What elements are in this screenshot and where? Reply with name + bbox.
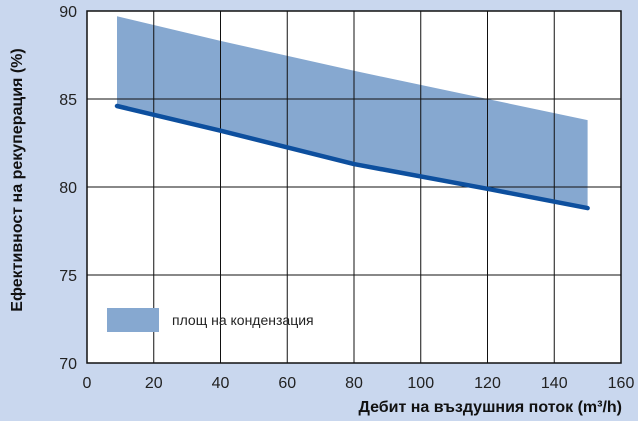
x-tick-label: 40	[212, 375, 230, 392]
x-tick-label: 100	[407, 375, 434, 392]
y-tick-labels: 70 75 80 85 90	[59, 4, 77, 373]
condensation-band-layer	[117, 16, 588, 209]
legend-label: площ на кондензация	[172, 312, 314, 328]
y-tick-label: 75	[59, 268, 77, 285]
y-tick-label: 80	[59, 180, 77, 197]
x-axis-title: Дебит на въздушния поток (m³/h)	[358, 399, 622, 416]
x-tick-label: 120	[474, 375, 501, 392]
efficiency-line	[114, 103, 590, 211]
x-tick-label: 80	[345, 375, 363, 392]
x-tick-label: 60	[278, 375, 296, 392]
y-tick-label: 90	[59, 4, 77, 21]
legend-swatch	[107, 308, 159, 332]
x-tick-label: 20	[145, 375, 163, 392]
efficiency-line-layer	[114, 103, 590, 211]
y-axis-title: Ефективност на рекуперация (%)	[9, 48, 26, 311]
legend: площ на кондензация	[107, 308, 314, 332]
x-tick-label: 0	[83, 375, 92, 392]
x-tick-labels: 0 20 40 60 80 100 120 140 160	[83, 375, 635, 392]
x-tick-label: 160	[608, 375, 635, 392]
plot-frame	[86, 10, 622, 364]
x-tick-label: 140	[541, 375, 568, 392]
y-tick-label: 85	[59, 92, 77, 109]
y-tick-label: 70	[59, 356, 77, 373]
condensation-band	[117, 16, 588, 209]
